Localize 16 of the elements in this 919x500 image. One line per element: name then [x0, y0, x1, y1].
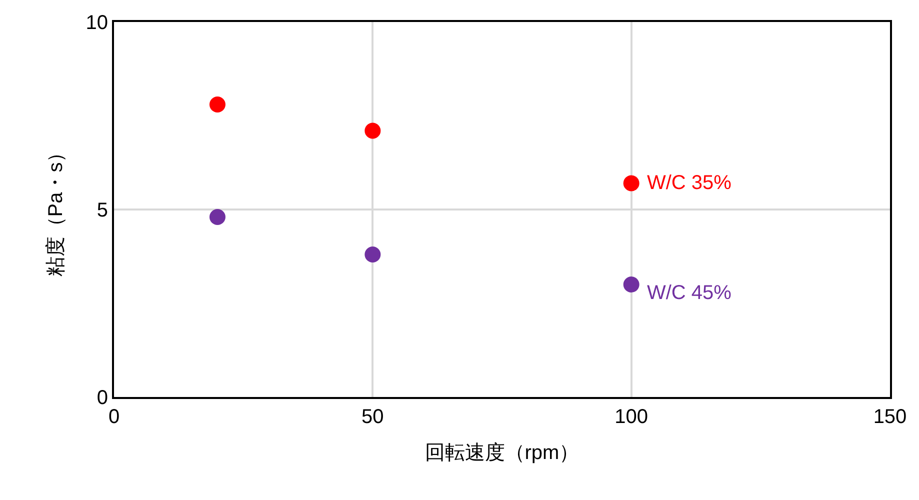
- y-tick-label: 0: [96, 387, 108, 409]
- point: [623, 276, 640, 292]
- x-tick-label: 150: [873, 406, 907, 428]
- x-tick-label: 50: [362, 406, 384, 428]
- y-tick-label: 5: [96, 200, 108, 222]
- point: [364, 246, 381, 262]
- y-axis-title: 粘度（Pa・s）: [44, 142, 67, 277]
- series-label: W/C 35%: [647, 172, 732, 194]
- series-label: W/C 45%: [647, 282, 732, 304]
- x-axis-title: 回転速度（rpm）: [424, 442, 580, 464]
- point: [209, 209, 226, 225]
- point: [623, 175, 640, 192]
- x-tick-label: 100: [614, 406, 648, 428]
- point: [364, 122, 381, 139]
- point: [209, 96, 226, 112]
- y-tick-label: 10: [86, 12, 108, 34]
